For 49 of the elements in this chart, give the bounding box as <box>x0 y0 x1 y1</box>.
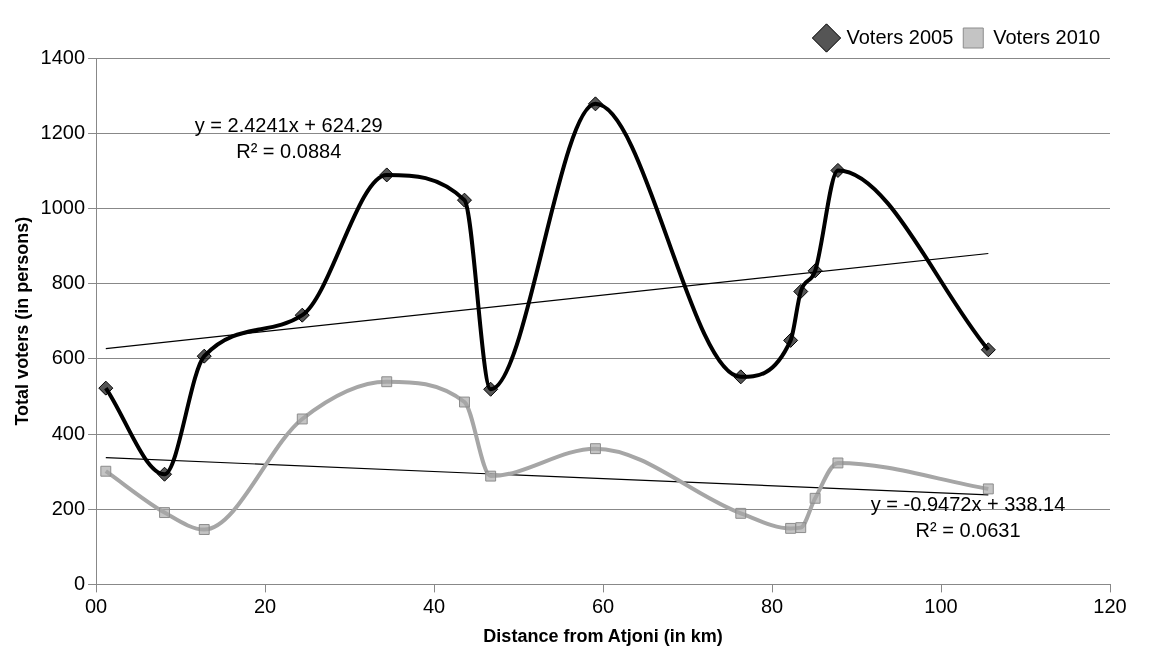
point <box>100 465 112 477</box>
point <box>795 522 807 534</box>
point <box>809 492 821 504</box>
point <box>456 192 472 208</box>
x-tick-label: 80 <box>760 594 784 617</box>
x-tick-label: 100 <box>924 594 958 617</box>
point <box>589 443 601 455</box>
point <box>832 457 844 469</box>
x-tick-label: 120 <box>1093 594 1127 617</box>
y-tick-label: 800 <box>51 271 86 294</box>
point <box>793 284 809 299</box>
point <box>379 167 395 183</box>
point <box>733 369 749 385</box>
point <box>485 470 497 482</box>
point <box>196 348 212 364</box>
point <box>783 332 799 348</box>
point <box>587 96 603 112</box>
point <box>198 524 210 535</box>
y-tick-label: 0 <box>73 571 86 594</box>
x-tick-label: 20 <box>253 594 277 617</box>
point <box>294 307 310 323</box>
x-axis-title: Distance from Atjoni (in km) <box>483 626 723 647</box>
point <box>159 507 170 519</box>
point <box>296 413 308 425</box>
y-tick-label: 200 <box>51 496 86 519</box>
legend-label: Voters 2005 <box>846 25 954 48</box>
x-tick-label: 40 <box>422 594 446 617</box>
point <box>785 522 797 534</box>
point <box>980 342 996 358</box>
y-axis-title: Total voters (in persons) <box>11 216 32 426</box>
y-tick-label: 600 <box>51 346 86 369</box>
point <box>735 507 747 519</box>
point <box>381 376 393 388</box>
x-tick-label: 00 <box>84 594 108 617</box>
point <box>807 263 823 279</box>
annotation: y = -0.9472x + 338.14 R² = 0.0631 <box>870 492 1066 541</box>
point <box>483 381 499 397</box>
point <box>98 380 114 396</box>
point <box>459 396 470 408</box>
y-tick-label: 1400 <box>40 45 86 68</box>
annotation: y = 2.4241x + 624.29 R² = 0.0884 <box>194 113 383 162</box>
x-tick-label: 60 <box>591 594 615 617</box>
point <box>982 483 994 495</box>
y-tick-label: 400 <box>51 421 86 444</box>
legend-label: Voters 2010 <box>993 25 1100 48</box>
point <box>830 162 846 178</box>
y-tick-label: 1200 <box>40 120 86 143</box>
y-tick-label: 1000 <box>40 195 86 218</box>
point <box>157 466 173 482</box>
